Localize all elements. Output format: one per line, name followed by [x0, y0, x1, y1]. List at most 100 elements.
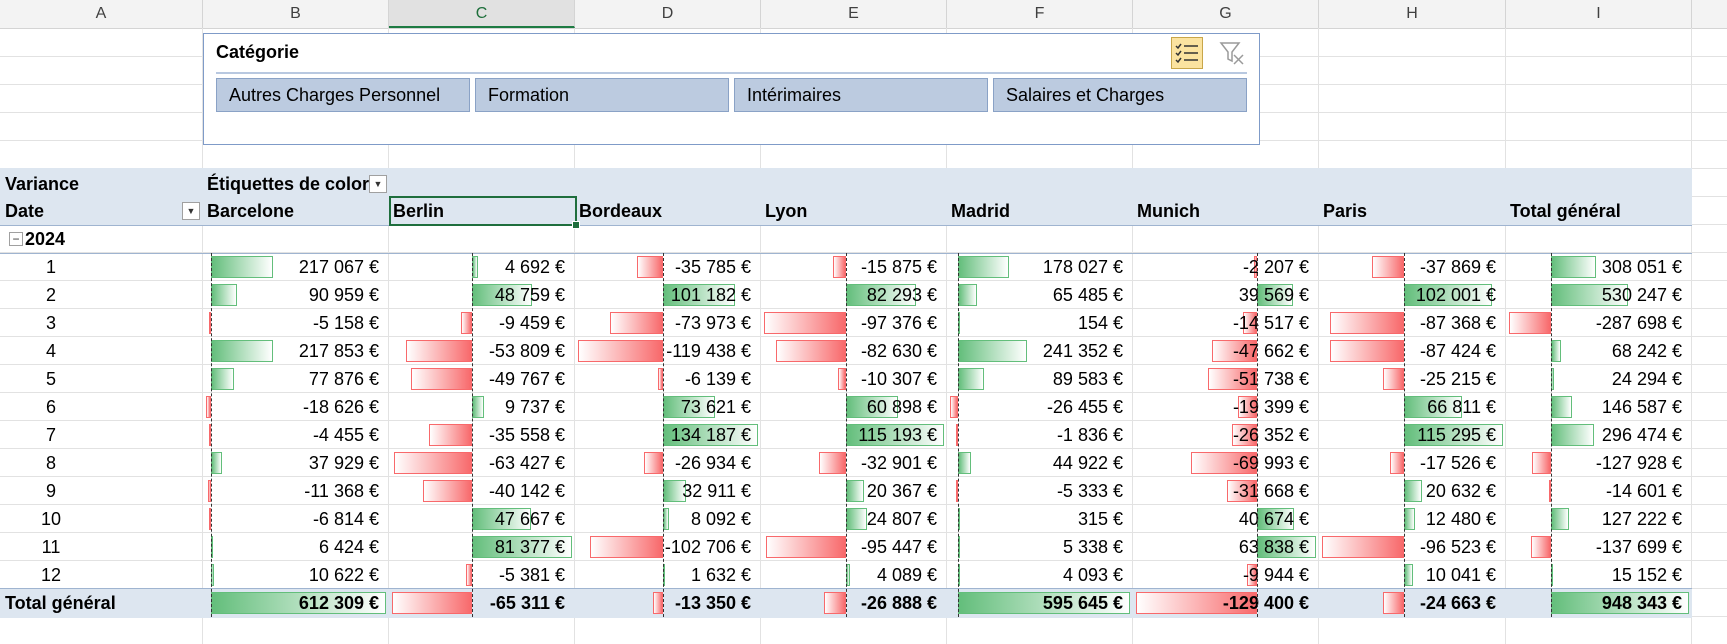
pivot-value-cell[interactable]: -31 668 €: [1232, 481, 1309, 501]
pivot-value-cell[interactable]: -26 455 €: [1046, 397, 1123, 417]
pivot-total-cell[interactable]: -24 663 €: [1419, 593, 1496, 613]
pivot-value-cell[interactable]: 1 632 €: [690, 565, 751, 585]
pivot-value-cell[interactable]: 4 093 €: [1062, 565, 1123, 585]
selected-cell[interactable]: [389, 196, 577, 226]
pivot-value-cell[interactable]: 89 583 €: [1052, 369, 1123, 389]
pivot-value-cell[interactable]: 77 876 €: [308, 369, 379, 389]
pivot-value-cell[interactable]: -6 139 €: [684, 369, 751, 389]
pivot-value-cell[interactable]: 530 247 €: [1601, 285, 1682, 305]
pivot-value-cell[interactable]: 48 759 €: [494, 285, 565, 305]
pivot-value-cell[interactable]: 217 067 €: [298, 257, 379, 277]
pivot-value-cell[interactable]: 20 367 €: [866, 481, 937, 501]
pivot-value-cell[interactable]: 32 911 €: [682, 481, 751, 501]
clear-filter-icon[interactable]: [1216, 37, 1248, 69]
pivot-value-cell[interactable]: 178 027 €: [1042, 257, 1123, 277]
pivot-value-cell[interactable]: 44 922 €: [1052, 453, 1123, 473]
pivot-value-cell[interactable]: 40 674 €: [1238, 509, 1309, 529]
column-header-h[interactable]: H: [1319, 0, 1506, 28]
pivot-value-cell[interactable]: 47 667 €: [494, 509, 565, 529]
pivot-value-cell[interactable]: 115 193 €: [858, 425, 937, 445]
pivot-value-cell[interactable]: 12 480 €: [1425, 509, 1496, 529]
pivot-value-cell[interactable]: -287 698 €: [1595, 313, 1682, 333]
pivot-value-cell[interactable]: 73 621 €: [680, 397, 751, 417]
pivot-value-cell[interactable]: 101 182 €: [670, 285, 751, 305]
collapse-icon[interactable]: −: [9, 232, 23, 246]
slicer-item[interactable]: Salaires et Charges: [993, 78, 1247, 112]
pivot-value-cell[interactable]: 115 295 €: [1417, 425, 1496, 445]
pivot-value-cell[interactable]: 65 485 €: [1052, 285, 1123, 305]
pivot-value-cell[interactable]: -17 526 €: [1419, 453, 1496, 473]
pivot-value-cell[interactable]: -51 738 €: [1232, 369, 1309, 389]
pivot-value-cell[interactable]: -96 523 €: [1419, 537, 1496, 557]
row-filter-dropdown-icon[interactable]: ▼: [182, 202, 200, 220]
pivot-value-cell[interactable]: -47 662 €: [1232, 341, 1309, 361]
pivot-value-cell[interactable]: -35 558 €: [488, 425, 565, 445]
pivot-column-header[interactable]: Paris: [1323, 201, 1368, 221]
pivot-value-cell[interactable]: -53 809 €: [488, 341, 565, 361]
pivot-value-cell[interactable]: -97 376 €: [860, 313, 937, 333]
pivot-value-cell[interactable]: 60 898 €: [866, 397, 937, 417]
pivot-column-header[interactable]: Lyon: [765, 201, 808, 221]
pivot-column-header[interactable]: Munich: [1137, 201, 1200, 221]
pivot-value-cell[interactable]: -63 427 €: [488, 453, 565, 473]
pivot-value-cell[interactable]: -95 447 €: [860, 537, 937, 557]
fill-handle[interactable]: [572, 221, 580, 229]
pivot-value-cell[interactable]: -137 699 €: [1595, 537, 1682, 557]
pivot-value-cell[interactable]: -49 767 €: [488, 369, 565, 389]
slicer-item[interactable]: Autres Charges Personnel: [216, 78, 470, 112]
pivot-value-cell[interactable]: 24 807 €: [866, 509, 937, 529]
column-header-d[interactable]: D: [575, 0, 761, 28]
pivot-value-cell[interactable]: 63 838 €: [1238, 537, 1309, 557]
pivot-value-cell[interactable]: -14 517 €: [1232, 313, 1309, 333]
pivot-value-cell[interactable]: -37 869 €: [1419, 257, 1496, 277]
pivot-value-cell[interactable]: -15 875 €: [860, 257, 937, 277]
pivot-value-cell[interactable]: -11 368 €: [304, 481, 379, 501]
pivot-value-cell[interactable]: 68 242 €: [1611, 341, 1682, 361]
pivot-value-cell[interactable]: 102 001 €: [1415, 285, 1496, 305]
pivot-value-cell[interactable]: 66 811 €: [1427, 397, 1496, 417]
pivot-column-header[interactable]: Madrid: [951, 201, 1011, 221]
pivot-value-cell[interactable]: 6 424 €: [318, 537, 379, 557]
pivot-value-cell[interactable]: -9 459 €: [498, 313, 565, 333]
pivot-value-cell[interactable]: -26 934 €: [674, 453, 751, 473]
pivot-value-cell[interactable]: -14 601 €: [1605, 481, 1682, 501]
pivot-value-cell[interactable]: -32 901 €: [860, 453, 937, 473]
pivot-value-cell[interactable]: -26 352 €: [1232, 425, 1309, 445]
pivot-value-cell[interactable]: 20 632 €: [1425, 481, 1496, 501]
pivot-value-cell[interactable]: -69 993 €: [1232, 453, 1309, 473]
multi-select-icon[interactable]: [1171, 37, 1203, 69]
pivot-value-cell[interactable]: 296 474 €: [1601, 425, 1682, 445]
pivot-value-cell[interactable]: 154 €: [1077, 313, 1123, 333]
pivot-value-cell[interactable]: -40 142 €: [488, 481, 565, 501]
pivot-value-cell[interactable]: -5 158 €: [312, 313, 379, 333]
pivot-value-cell[interactable]: -102 706 €: [664, 537, 751, 557]
column-header-f[interactable]: F: [947, 0, 1133, 28]
column-header-b[interactable]: B: [203, 0, 389, 28]
pivot-value-cell[interactable]: 127 222 €: [1601, 509, 1682, 529]
pivot-value-cell[interactable]: 10 622 €: [308, 565, 379, 585]
pivot-value-cell[interactable]: -127 928 €: [1595, 453, 1682, 473]
pivot-value-cell[interactable]: 5 338 €: [1062, 537, 1123, 557]
pivot-value-cell[interactable]: -5 333 €: [1056, 481, 1123, 501]
pivot-value-cell[interactable]: 217 853 €: [298, 341, 379, 361]
pivot-value-cell[interactable]: 15 152 €: [1611, 565, 1682, 585]
pivot-value-cell[interactable]: 37 929 €: [308, 453, 379, 473]
pivot-value-cell[interactable]: 24 294 €: [1611, 369, 1682, 389]
pivot-value-cell[interactable]: -9 944 €: [1242, 565, 1309, 585]
pivot-value-cell[interactable]: -5 381 €: [498, 565, 565, 585]
pivot-value-cell[interactable]: 308 051 €: [1601, 257, 1682, 277]
pivot-column-header[interactable]: Barcelone: [207, 201, 295, 221]
column-header-a[interactable]: A: [0, 0, 203, 28]
pivot-value-cell[interactable]: -73 973 €: [674, 313, 751, 333]
category-slicer[interactable]: Catégorie Autres Charges Personnel Format…: [203, 33, 1260, 145]
slicer-item[interactable]: Intérimaires: [734, 78, 988, 112]
pivot-value-cell[interactable]: 315 €: [1077, 509, 1123, 529]
pivot-value-cell[interactable]: 81 377 €: [494, 537, 565, 557]
pivot-column-header[interactable]: Bordeaux: [579, 201, 663, 221]
pivot-value-cell[interactable]: 134 187 €: [670, 425, 751, 445]
pivot-value-cell[interactable]: 90 959 €: [308, 285, 379, 305]
pivot-value-cell[interactable]: 10 041 €: [1425, 565, 1496, 585]
pivot-total-cell[interactable]: 948 343 €: [1601, 593, 1682, 613]
pivot-value-cell[interactable]: -4 455 €: [312, 425, 379, 445]
